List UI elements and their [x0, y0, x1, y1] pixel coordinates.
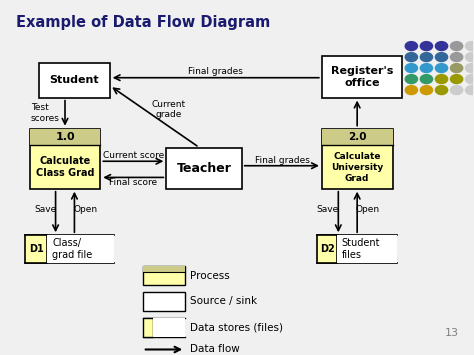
Circle shape	[436, 53, 447, 61]
Circle shape	[405, 42, 418, 50]
Text: Open: Open	[356, 205, 380, 214]
Text: Final grades: Final grades	[188, 67, 243, 76]
Text: Final grades: Final grades	[255, 156, 310, 165]
FancyBboxPatch shape	[39, 63, 110, 98]
FancyBboxPatch shape	[154, 318, 185, 337]
Text: Calculate
Class Grad: Calculate Class Grad	[36, 156, 94, 178]
Text: Current
grade: Current grade	[152, 100, 186, 119]
Circle shape	[405, 53, 418, 61]
Text: Class/
grad file: Class/ grad file	[52, 238, 92, 260]
Circle shape	[450, 75, 463, 83]
Text: Student
files: Student files	[342, 238, 380, 260]
Circle shape	[436, 75, 447, 83]
Circle shape	[465, 64, 474, 72]
FancyBboxPatch shape	[166, 148, 242, 189]
Text: 13: 13	[445, 328, 458, 338]
Text: D1: D1	[29, 244, 44, 254]
Text: Data flow: Data flow	[190, 344, 240, 355]
FancyBboxPatch shape	[143, 266, 185, 285]
Circle shape	[420, 42, 433, 50]
Text: Calculate
University
Grad: Calculate University Grad	[331, 152, 383, 183]
Text: Teacher: Teacher	[177, 162, 231, 175]
Text: Open: Open	[73, 205, 97, 214]
FancyBboxPatch shape	[337, 235, 397, 263]
Text: Source / sink: Source / sink	[190, 296, 257, 306]
Text: Example of Data Flow Diagram: Example of Data Flow Diagram	[16, 15, 270, 30]
Circle shape	[465, 86, 474, 94]
Circle shape	[420, 53, 433, 61]
Circle shape	[436, 64, 447, 72]
Text: 1.0: 1.0	[55, 132, 75, 142]
FancyBboxPatch shape	[25, 235, 47, 263]
FancyBboxPatch shape	[322, 56, 402, 98]
Circle shape	[450, 42, 463, 50]
Circle shape	[405, 75, 418, 83]
FancyBboxPatch shape	[143, 266, 185, 272]
Circle shape	[420, 64, 433, 72]
Text: Save: Save	[34, 205, 56, 214]
Text: Data stores (files): Data stores (files)	[190, 322, 283, 332]
Text: Current score: Current score	[103, 151, 164, 160]
Text: D2: D2	[320, 244, 335, 254]
FancyBboxPatch shape	[143, 292, 185, 311]
Circle shape	[450, 64, 463, 72]
Circle shape	[465, 53, 474, 61]
Text: Test
scores: Test scores	[31, 103, 59, 123]
Circle shape	[436, 42, 447, 50]
Circle shape	[450, 53, 463, 61]
FancyBboxPatch shape	[317, 235, 337, 263]
Text: Save: Save	[317, 205, 339, 214]
FancyBboxPatch shape	[30, 129, 100, 146]
Circle shape	[405, 86, 418, 94]
Text: Student: Student	[50, 76, 99, 86]
Circle shape	[405, 64, 418, 72]
Text: 2.0: 2.0	[348, 132, 366, 142]
Circle shape	[465, 42, 474, 50]
Text: Final score: Final score	[109, 178, 157, 187]
Circle shape	[450, 86, 463, 94]
FancyBboxPatch shape	[143, 318, 154, 337]
Circle shape	[420, 75, 433, 83]
Circle shape	[436, 86, 447, 94]
FancyBboxPatch shape	[322, 129, 392, 146]
FancyBboxPatch shape	[30, 129, 100, 189]
Circle shape	[465, 75, 474, 83]
Text: Register's
office: Register's office	[331, 66, 393, 88]
Text: Process: Process	[190, 271, 229, 280]
Circle shape	[420, 86, 433, 94]
FancyBboxPatch shape	[322, 129, 392, 189]
FancyBboxPatch shape	[47, 235, 115, 263]
